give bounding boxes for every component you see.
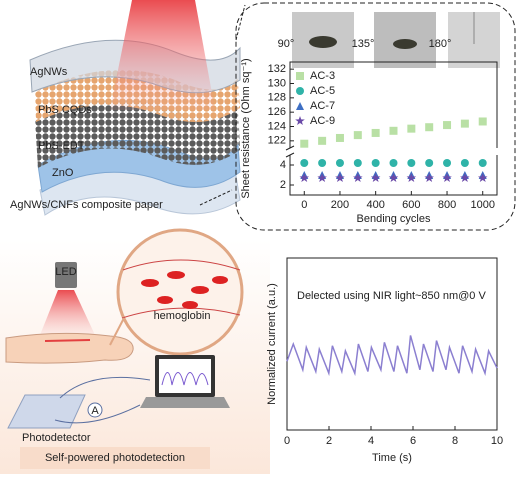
ammeter-label: A — [91, 405, 99, 417]
y-tick-label: 128 — [268, 92, 286, 104]
marker — [318, 136, 327, 145]
marker — [317, 173, 327, 182]
marker — [407, 159, 416, 167]
marker — [353, 173, 363, 182]
angle-label: 135° — [352, 38, 375, 50]
legend-label: AC-5 — [310, 85, 335, 97]
y-axis-label: Normalized current (a.u.) — [266, 283, 278, 405]
y-tick-label: 124 — [268, 120, 286, 132]
marker — [425, 123, 434, 132]
blood-label: hemoglobin — [154, 310, 211, 322]
marker — [335, 159, 344, 167]
marker — [478, 159, 487, 167]
zoom-box — [235, 2, 516, 231]
marker — [318, 159, 327, 167]
y-tick-label: 126 — [268, 106, 286, 118]
marker — [300, 159, 309, 167]
x-axis-label: Time (s) — [372, 452, 412, 464]
data-line — [286, 335, 498, 377]
layer-label: AgNWs/CNFs composite paper — [10, 199, 163, 211]
led-label: LED — [55, 266, 76, 278]
x-tick-label: 8 — [452, 435, 458, 447]
marker — [443, 159, 452, 167]
angle-label: 180° — [429, 38, 452, 50]
detector-label: Photodetector — [22, 432, 91, 444]
marker — [353, 159, 362, 167]
axis-frame — [286, 257, 498, 431]
marker — [460, 159, 469, 167]
marker — [460, 173, 470, 182]
y-tick-label: 2 — [280, 179, 286, 191]
callout-line — [199, 4, 246, 206]
marker — [389, 159, 398, 167]
x-tick-label: 0 — [301, 199, 307, 211]
x-tick-label: 600 — [402, 199, 420, 211]
marker — [371, 128, 380, 137]
marker — [295, 116, 305, 125]
angle-label: 90° — [278, 38, 295, 50]
marker — [460, 119, 469, 128]
marker — [371, 159, 380, 167]
marker — [389, 126, 398, 135]
marker — [478, 117, 487, 126]
y-tick-label: 4 — [280, 159, 286, 171]
x-tick-label: 4 — [368, 435, 374, 447]
scene-illustration — [5, 228, 244, 469]
layer-label: PbS CQDs — [38, 104, 92, 116]
y-axis-label: Sheet resistance (Ohm sq⁻¹) — [240, 58, 252, 198]
annotation: Delected using NIR light~850 nm@0 V — [297, 290, 486, 302]
x-tick-label: 6 — [410, 435, 416, 447]
layer-label: PbS-EDT — [38, 140, 85, 152]
x-axis-label: Bending cycles — [357, 213, 431, 225]
marker — [407, 124, 416, 133]
x-tick-label: 10 — [491, 435, 503, 447]
axis-break — [285, 145, 295, 158]
marker — [353, 131, 362, 140]
legend-label: AC-9 — [310, 115, 335, 127]
y-tick-label: 130 — [268, 77, 286, 89]
legend-label: AC-3 — [310, 70, 335, 82]
y-tick-label: 132 — [268, 63, 286, 75]
layer-label: ZnO — [52, 167, 74, 179]
marker — [296, 72, 304, 80]
marker — [478, 173, 488, 182]
axis-frame — [289, 61, 498, 196]
x-tick-label: 400 — [366, 199, 384, 211]
x-tick-label: 2 — [326, 435, 332, 447]
x-tick-label: 200 — [331, 199, 349, 211]
legend-label: AC-7 — [310, 100, 335, 112]
marker — [388, 173, 399, 182]
marker — [370, 173, 381, 182]
x-tick-label: 0 — [284, 435, 290, 447]
marker — [296, 87, 304, 95]
photo-insets — [292, 12, 500, 68]
marker — [425, 159, 434, 167]
marker — [424, 173, 434, 182]
x-tick-label: 1000 — [470, 199, 494, 211]
caption: Self-powered photodetection — [45, 452, 185, 464]
marker — [443, 121, 452, 130]
marker — [296, 102, 304, 110]
marker — [300, 139, 309, 148]
marker — [442, 173, 452, 182]
marker — [299, 173, 309, 182]
layer-label: AgNWs — [30, 66, 68, 78]
marker — [335, 133, 344, 142]
marker — [406, 173, 417, 182]
x-tick-label: 800 — [438, 199, 456, 211]
y-tick-label: 122 — [268, 135, 286, 147]
marker — [335, 173, 345, 182]
device-illustration — [29, 0, 241, 216]
